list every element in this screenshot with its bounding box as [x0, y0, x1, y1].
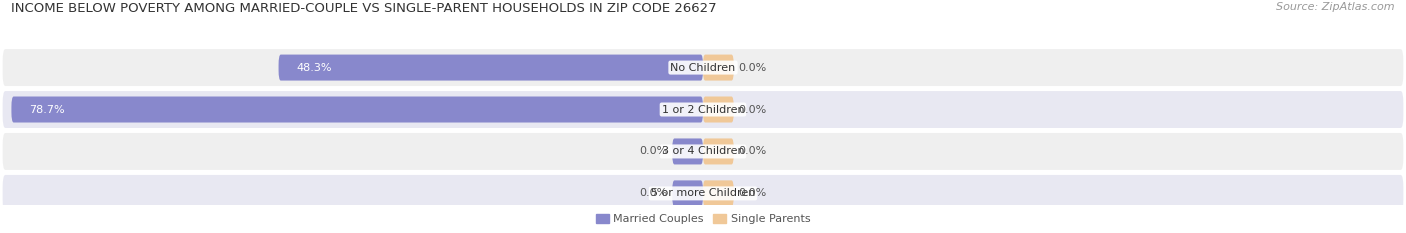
Text: 48.3%: 48.3% — [297, 63, 332, 72]
Text: 78.7%: 78.7% — [30, 105, 65, 114]
Text: 0.0%: 0.0% — [738, 188, 766, 198]
Text: 3 or 4 Children: 3 or 4 Children — [662, 147, 744, 156]
FancyBboxPatch shape — [703, 180, 734, 206]
Text: 0.0%: 0.0% — [738, 63, 766, 72]
Legend: Married Couples, Single Parents: Married Couples, Single Parents — [592, 209, 814, 229]
Text: 5 or more Children: 5 or more Children — [651, 188, 755, 198]
FancyBboxPatch shape — [11, 96, 703, 123]
Text: 0.0%: 0.0% — [640, 188, 668, 198]
FancyBboxPatch shape — [672, 138, 703, 164]
Text: 0.0%: 0.0% — [640, 147, 668, 156]
Text: INCOME BELOW POVERTY AMONG MARRIED-COUPLE VS SINGLE-PARENT HOUSEHOLDS IN ZIP COD: INCOME BELOW POVERTY AMONG MARRIED-COUPL… — [11, 2, 717, 15]
FancyBboxPatch shape — [3, 133, 1403, 170]
Text: 0.0%: 0.0% — [738, 147, 766, 156]
Text: 0.0%: 0.0% — [738, 105, 766, 114]
Text: No Children: No Children — [671, 63, 735, 72]
Text: Source: ZipAtlas.com: Source: ZipAtlas.com — [1277, 2, 1395, 12]
FancyBboxPatch shape — [703, 96, 734, 123]
FancyBboxPatch shape — [672, 180, 703, 206]
FancyBboxPatch shape — [278, 55, 703, 81]
FancyBboxPatch shape — [703, 138, 734, 164]
Text: 1 or 2 Children: 1 or 2 Children — [662, 105, 744, 114]
FancyBboxPatch shape — [703, 55, 734, 81]
FancyBboxPatch shape — [3, 91, 1403, 128]
FancyBboxPatch shape — [3, 175, 1403, 212]
FancyBboxPatch shape — [3, 49, 1403, 86]
